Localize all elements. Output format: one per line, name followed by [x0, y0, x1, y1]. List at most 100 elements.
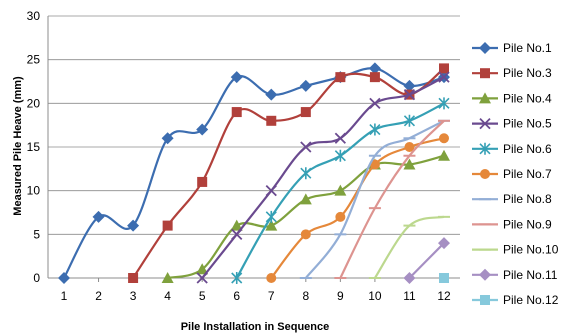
data-point-pile-no-1-x5: [196, 123, 209, 136]
data-point-pile-no-7-x8: [300, 229, 311, 240]
legend-item-pile-no-3: Pile No.3: [472, 66, 552, 80]
plot-area: [58, 62, 450, 284]
legend-item-pile-no-5: Pile No.5: [472, 117, 552, 131]
x-tick-label-12: 12: [437, 289, 451, 303]
series-pile-no-11: [403, 237, 450, 284]
data-point-pile-no-1-x7: [265, 88, 278, 101]
legend-label-pile-no-5: Pile No.5: [503, 117, 552, 131]
data-point-pile-no-6-x11: [403, 114, 416, 127]
y-tick-label-10: 10: [27, 184, 41, 198]
legend-label-pile-no-6: Pile No.6: [503, 142, 552, 156]
y-tick-label-30: 30: [27, 9, 41, 23]
legend-swatch-marker-pile-no-3: [480, 68, 490, 79]
data-point-pile-no-6-x10: [369, 123, 381, 136]
data-point-pile-no-7-x7: [266, 273, 277, 283]
data-point-pile-no-5-x10: [369, 97, 381, 109]
series-line-pile-no-8: [304, 119, 445, 279]
gridlines: [48, 15, 460, 235]
data-point-pile-no-4-x4: [161, 272, 174, 283]
data-point-pile-no-3-x10: [369, 72, 380, 83]
data-point-pile-no-1-x10: [368, 62, 381, 75]
legend-label-pile-no-7: Pile No.7: [503, 167, 552, 181]
series-pile-no-4: [161, 149, 450, 283]
series-pile-no-10: [368, 215, 450, 279]
legend-swatch-marker-pile-no-12: [480, 295, 490, 305]
data-point-pile-no-4-x12: [438, 149, 450, 161]
x-tick-label-5: 5: [199, 289, 206, 303]
x-tick-label-10: 10: [368, 289, 382, 303]
legend-label-pile-no-4: Pile No.4: [503, 91, 552, 105]
legend-label-pile-no-10: Pile No.10: [503, 243, 559, 257]
data-point-pile-no-4-x11: [403, 158, 416, 170]
data-point-pile-no-3-x3: [128, 273, 139, 283]
legend-item-pile-no-12: Pile No.12: [472, 293, 559, 307]
data-point-pile-no-4-x7: [265, 219, 278, 231]
data-point-pile-no-3-x12: [439, 63, 449, 74]
legend-label-pile-no-1: Pile No.1: [503, 41, 552, 55]
data-point-pile-no-7-x9: [335, 211, 346, 222]
y-tick-label-15: 15: [27, 140, 41, 154]
data-point-pile-no-6-x9: [334, 149, 346, 162]
data-point-pile-no-5-x6: [231, 228, 243, 240]
legend-label-pile-no-3: Pile No.3: [503, 66, 552, 80]
legend-swatch-marker-pile-no-5: [479, 117, 491, 130]
x-tick-label-3: 3: [130, 289, 137, 303]
data-point-pile-no-6-x7: [265, 210, 277, 223]
y-axis-title: Measured Pile Heave (mm): [12, 76, 24, 216]
legend-swatch-marker-pile-no-4: [479, 92, 491, 104]
data-point-pile-no-4-x6: [230, 219, 243, 231]
data-point-pile-no-11-x12: [438, 237, 450, 250]
x-tick-label-8: 8: [302, 289, 309, 303]
data-point-pile-no-5-x12: [438, 71, 450, 83]
data-point-pile-no-5-x11: [403, 88, 416, 101]
data-point-pile-no-1-x6: [230, 71, 243, 84]
data-point-pile-no-5-x9: [334, 132, 347, 144]
data-point-pile-no-1-x8: [299, 79, 312, 92]
axes: [47, 16, 460, 282]
legend-label-pile-no-12: Pile No.12: [503, 293, 559, 307]
legend-item-pile-no-6: Pile No.6: [472, 142, 552, 156]
data-point-pile-no-4-x8: [299, 193, 312, 205]
x-tick-label-6: 6: [233, 289, 240, 303]
legend-item-pile-no-10: Pile No.10: [472, 243, 559, 257]
legend-item-pile-no-7: Pile No.7: [472, 167, 552, 181]
data-point-pile-no-4-x9: [334, 184, 347, 196]
series-pile-no-5: [196, 71, 450, 284]
data-point-pile-no-5-x8: [300, 141, 312, 153]
data-point-pile-no-5-x7: [265, 185, 277, 197]
x-tick-label-2: 2: [95, 289, 102, 303]
data-point-pile-no-6-x6: [231, 272, 243, 284]
series-pile-no-6: [231, 97, 450, 284]
legend-swatch-marker-pile-no-1: [479, 42, 491, 54]
data-point-pile-no-6-x12: [438, 97, 450, 110]
data-point-pile-no-3-x8: [300, 107, 311, 118]
legend-item-pile-no-9: Pile No.9: [472, 217, 552, 231]
data-point-pile-no-3-x9: [335, 72, 346, 83]
x-tick-label-1: 1: [61, 289, 68, 303]
legend-label-pile-no-9: Pile No.9: [503, 217, 552, 231]
data-point-pile-no-4-x5: [196, 263, 209, 275]
data-point-pile-no-3-x7: [266, 115, 277, 126]
series-pile-no-8: [299, 119, 450, 279]
legend: Pile No.1 Pile No.3 Pile No.4 Pile No.5 Pile…: [472, 41, 559, 307]
legend-swatch-marker-pile-no-11: [479, 268, 491, 281]
legend-swatch-marker-pile-no-6: [479, 142, 491, 155]
series-line-pile-no-9: [339, 120, 445, 279]
data-point-pile-no-1-x3: [127, 219, 140, 232]
data-point-pile-no-1-x1: [58, 272, 70, 284]
data-point-pile-no-1-x2: [92, 210, 105, 223]
legend-item-pile-no-11: Pile No.11: [472, 268, 558, 282]
y-tick-label-20: 20: [27, 96, 41, 110]
data-point-pile-no-5-x5: [196, 272, 208, 284]
data-point-pile-no-1-x4: [161, 132, 174, 145]
data-point-pile-no-6-x8: [300, 167, 312, 180]
legend-label-pile-no-8: Pile No.8: [503, 192, 552, 206]
legend-label-pile-no-11: Pile No.11: [503, 268, 558, 282]
x-tick-label-11: 11: [403, 289, 416, 303]
y-tick-label-0: 0: [33, 271, 40, 285]
legend-swatch-marker-pile-no-7: [480, 169, 490, 179]
series-line-pile-no-3: [132, 67, 445, 279]
data-point-pile-no-1-x11: [403, 79, 416, 92]
